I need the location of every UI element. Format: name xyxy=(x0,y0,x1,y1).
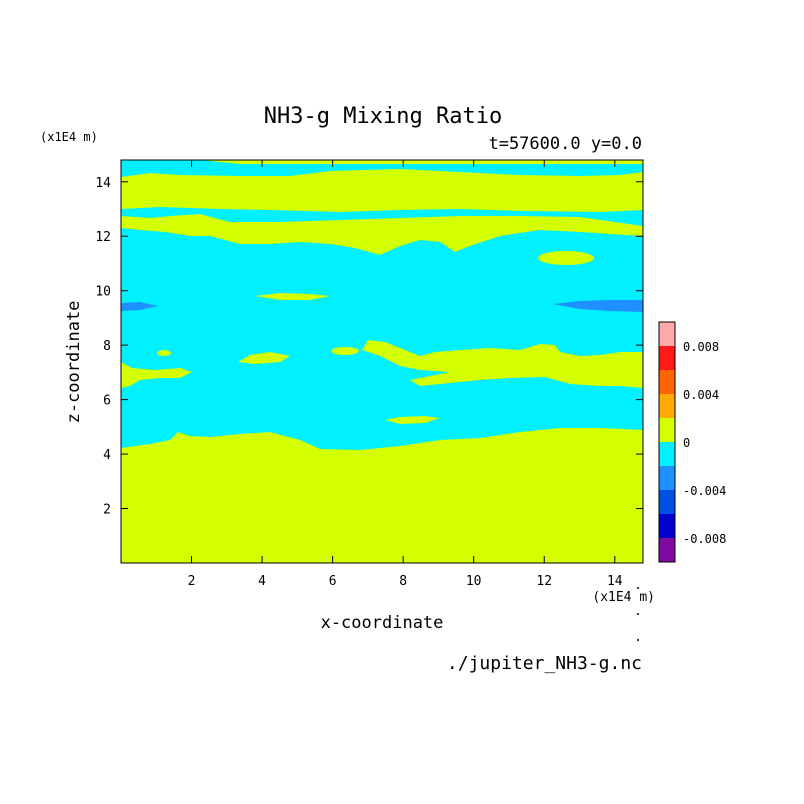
contour-island-center xyxy=(255,293,330,300)
x-tick-label: 12 xyxy=(536,574,552,589)
y-tick-label: 6 xyxy=(103,394,111,409)
y-unit-label: (x1E4 m) xyxy=(40,130,98,144)
x-tick-label: 10 xyxy=(466,574,482,589)
contour-field xyxy=(121,160,643,563)
colorbar: -0.008 -0.004 0 0.004 0.008 xyxy=(658,321,726,563)
colorbar-swatch xyxy=(659,442,675,466)
contour-island-mid-left xyxy=(238,352,290,364)
colorbar-swatch xyxy=(659,322,675,346)
x-tick-label: 4 xyxy=(258,574,266,589)
contour-band-upper xyxy=(121,169,643,212)
colorbar-swatch xyxy=(659,394,675,418)
contour-band-central-right xyxy=(362,340,643,388)
contour-band-central xyxy=(121,362,192,388)
colorbar-tick-label: 0.008 xyxy=(683,340,719,354)
y-axis-label: z-coordinate xyxy=(64,301,84,424)
colorbar-tick-label: -0.004 xyxy=(683,484,726,498)
x-tick-label: 6 xyxy=(329,574,337,589)
contour-island-mid xyxy=(331,347,359,355)
colorbar-swatch xyxy=(659,466,675,490)
y-axis-ticks: 2 4 6 8 10 12 14 xyxy=(95,176,643,518)
chart-title: NH3-g Mixing Ratio xyxy=(264,104,502,129)
source-file-label: ./jupiter_NH3-g.nc xyxy=(447,653,642,674)
y-tick-label: 10 xyxy=(95,285,111,300)
contour-island-right xyxy=(538,251,594,265)
y-tick-label: 2 xyxy=(103,503,111,518)
contour-island-small xyxy=(157,350,171,356)
x-axis-label: x-coordinate xyxy=(321,613,444,633)
contour-band-middle xyxy=(121,214,643,255)
y-tick-label: 12 xyxy=(95,230,111,245)
contour-island-low xyxy=(385,416,440,424)
contour-patch-right xyxy=(553,300,643,312)
colorbar-swatch xyxy=(659,490,675,514)
colorbar-swatch xyxy=(659,538,675,562)
contour-band-top xyxy=(121,160,643,164)
x-tick-label: 2 xyxy=(188,574,196,589)
colorbar-swatch xyxy=(659,418,675,442)
colorbar-swatch xyxy=(659,346,675,370)
contour-patch-left xyxy=(121,302,158,311)
y-tick-label: 4 xyxy=(103,448,111,463)
colorbar-tick-label: 0.004 xyxy=(683,388,719,402)
x-tick-label: 8 xyxy=(399,574,407,589)
colorbar-frame xyxy=(658,321,676,563)
x-tick-label: 14 xyxy=(607,574,623,589)
y-tick-label: 8 xyxy=(103,339,111,354)
marker-dots xyxy=(637,587,639,641)
colorbar-tick-label: -0.008 xyxy=(683,532,726,546)
x-unit-label: (x1E4 m) xyxy=(592,590,655,605)
contour-band-lower xyxy=(121,428,643,563)
colorbar-tick-label: 0 xyxy=(683,436,690,450)
plot-frame xyxy=(120,159,644,564)
chart-subtitle: t=57600.0 y=0.0 xyxy=(488,134,642,154)
colorbar-swatch xyxy=(659,370,675,394)
x-axis-ticks: 2 4 6 8 10 12 14 xyxy=(188,160,623,589)
colorbar-swatch xyxy=(659,514,675,538)
y-tick-label: 14 xyxy=(95,176,111,191)
